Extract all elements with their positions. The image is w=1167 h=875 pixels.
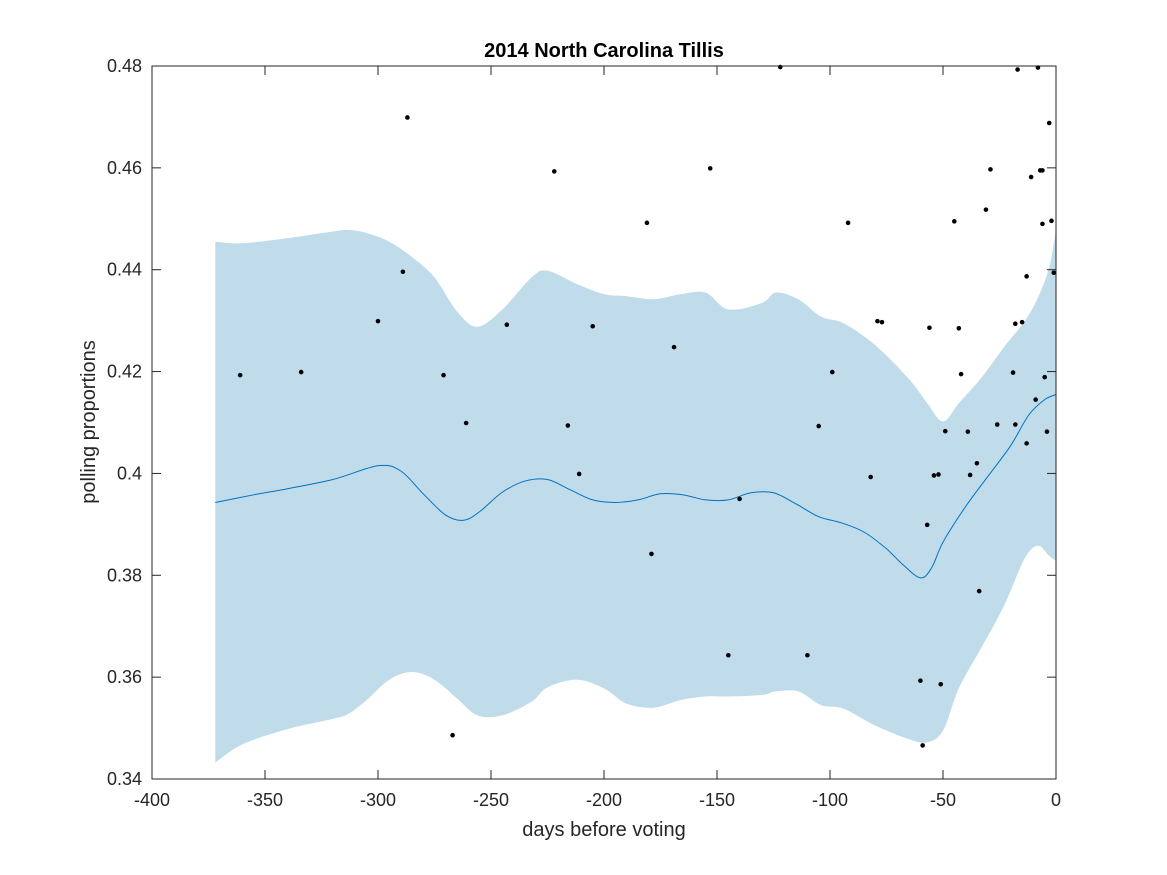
poll-point bbox=[1013, 321, 1018, 327]
poll-point bbox=[737, 496, 742, 502]
y-tick-label: 0.34 bbox=[107, 769, 142, 789]
poll-point bbox=[974, 460, 980, 466]
poll-point bbox=[942, 428, 948, 434]
y-axis-label: polling proportions bbox=[78, 340, 100, 503]
x-axis-label: days before voting bbox=[522, 819, 685, 841]
poll-point bbox=[1051, 270, 1057, 276]
poll-point bbox=[967, 472, 973, 478]
y-tick-label: 0.4 bbox=[117, 463, 142, 483]
poll-point bbox=[1024, 441, 1029, 446]
poll-point bbox=[649, 551, 654, 557]
y-ticks: 0.34 0.36 0.38 0.4 0.42 0.44 0.46 0.48 bbox=[107, 56, 1056, 789]
poll-point bbox=[938, 681, 944, 687]
poll-point bbox=[565, 423, 571, 428]
poll-point bbox=[1033, 397, 1038, 402]
poll-point bbox=[441, 372, 446, 378]
x-ticks: -400 -350 -300 -250 -200 -150 -100 -50 0 bbox=[134, 66, 1061, 810]
poll-point bbox=[983, 207, 989, 212]
y-tick-label: 0.48 bbox=[107, 56, 142, 76]
plot-area: -400 -350 -300 -250 -200 -150 -100 -50 0 0.340.3… bbox=[107, 56, 1061, 810]
confidence-band bbox=[215, 229, 1056, 763]
poll-point bbox=[1019, 319, 1025, 325]
poll-point bbox=[816, 423, 821, 429]
poll-point bbox=[237, 372, 243, 378]
poll-point bbox=[644, 220, 650, 226]
x-tick-label: -200 bbox=[586, 790, 622, 810]
poll-point bbox=[504, 322, 510, 328]
poll-point bbox=[994, 422, 1000, 427]
poll-point bbox=[931, 473, 937, 478]
poll-point bbox=[952, 219, 957, 224]
y-tick-label: 0.36 bbox=[107, 667, 142, 687]
x-tick-label: -250 bbox=[473, 790, 509, 810]
x-tick-label: 0 bbox=[1051, 790, 1061, 810]
y-tick-label: 0.38 bbox=[107, 565, 142, 585]
poll-point bbox=[375, 318, 381, 324]
poll-point bbox=[777, 64, 783, 70]
poll-point bbox=[463, 420, 469, 426]
poll-point bbox=[805, 652, 810, 658]
x-tick-label: -350 bbox=[247, 790, 283, 810]
x-tick-label: -50 bbox=[930, 790, 956, 810]
poll-point bbox=[936, 472, 941, 477]
poll-point bbox=[868, 474, 873, 480]
poll-point bbox=[829, 369, 835, 375]
x-tick-label: -150 bbox=[699, 790, 735, 810]
poll-point bbox=[576, 471, 582, 477]
poll-point bbox=[965, 429, 971, 434]
poll-point bbox=[590, 323, 595, 329]
y-tick-label: 0.46 bbox=[107, 158, 142, 178]
poll-point bbox=[298, 369, 304, 375]
poll-point bbox=[920, 743, 925, 748]
poll-point bbox=[671, 344, 677, 350]
poll-point bbox=[707, 166, 713, 171]
poll-point bbox=[976, 588, 982, 594]
poll-point bbox=[1010, 370, 1016, 375]
x-tick-label: -300 bbox=[360, 790, 396, 810]
poll-point bbox=[845, 220, 851, 226]
x-tick-label: -400 bbox=[134, 790, 170, 810]
poll-point bbox=[551, 169, 557, 174]
poll-point bbox=[450, 732, 455, 738]
poll-point bbox=[958, 371, 964, 377]
poll-points bbox=[237, 64, 1057, 748]
poll-point bbox=[1013, 422, 1018, 427]
x-tick-label: -100 bbox=[812, 790, 848, 810]
poll-point bbox=[956, 325, 962, 331]
poll-point bbox=[1015, 67, 1020, 72]
poll-point bbox=[400, 269, 406, 275]
poll-point bbox=[875, 318, 880, 324]
chart-title: 2014 North Carolina Tillis bbox=[484, 40, 724, 62]
poll-point bbox=[924, 522, 930, 528]
poll-point bbox=[405, 115, 410, 120]
poll-point bbox=[879, 319, 885, 325]
y-tick-label: 0.42 bbox=[107, 362, 142, 382]
poll-point bbox=[1028, 174, 1034, 180]
poll-point bbox=[988, 167, 993, 172]
poll-point bbox=[1040, 168, 1045, 173]
poll-point bbox=[1044, 429, 1050, 434]
poll-point bbox=[927, 325, 932, 331]
poll-point bbox=[1024, 274, 1029, 279]
poll-point bbox=[1049, 218, 1054, 224]
poll-point bbox=[1040, 221, 1045, 227]
poll-point bbox=[918, 678, 923, 684]
y-tick-label: 0.44 bbox=[107, 260, 142, 280]
poll-point bbox=[726, 652, 731, 658]
mean-line bbox=[215, 394, 1057, 579]
poll-point bbox=[1042, 374, 1047, 380]
poll-point bbox=[1046, 120, 1052, 126]
